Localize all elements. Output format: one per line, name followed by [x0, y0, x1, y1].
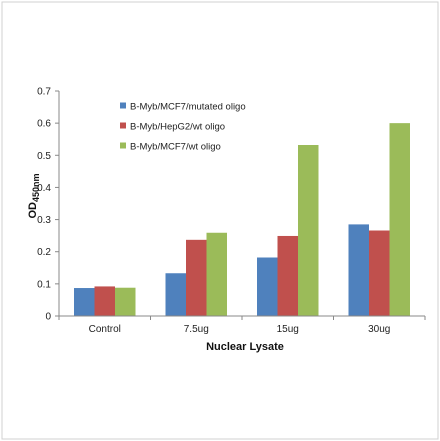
bar: [74, 288, 95, 316]
y-tick-label: 0.5: [37, 151, 51, 162]
bar: [257, 257, 278, 316]
x-axis-title: Nuclear Lysate: [206, 341, 284, 353]
legend-label: B-Myb/MCF7/mutated oligo: [130, 102, 246, 113]
x-tick-label: 30ug: [368, 324, 390, 335]
legend-label: B-Myb/HepG2/wt oligo: [130, 122, 225, 133]
y-tick-label: 0.6: [37, 119, 51, 130]
y-axis-title-subscript: 450nm: [31, 173, 41, 202]
bar: [206, 232, 227, 316]
x-tick-label: 15ug: [277, 324, 299, 335]
legend-swatch: [120, 102, 126, 109]
y-tick-label: 0.7: [37, 87, 51, 98]
bar: [277, 235, 298, 316]
legend-swatch: [120, 122, 126, 129]
x-tick-label: 7.5ug: [184, 324, 209, 335]
y-ticks-group: 0 0.1 0.2 0.3 0.4 0.5 0.6 0.7: [37, 87, 59, 323]
bar: [165, 273, 186, 316]
legend: B-Myb/MCF7/mutated oligo B-Myb/HepG2/wt o…: [120, 102, 246, 153]
bar: [186, 239, 207, 316]
y-tick-label: 0: [45, 312, 51, 323]
y-axis-title-main: OD: [27, 202, 39, 219]
bar: [348, 224, 369, 316]
bar: [369, 230, 390, 316]
bars-group: [74, 123, 410, 317]
legend-swatch: [120, 142, 126, 149]
bar: [94, 286, 115, 316]
bar: [389, 123, 410, 317]
legend-label: B-Myb/MCF7/wt oligo: [130, 142, 221, 153]
y-tick-label: 0.4: [37, 183, 51, 194]
bar: [115, 287, 136, 316]
y-tick-label: 0.3: [37, 215, 51, 226]
x-ticks-group: Control 7.5ug 15ug 30ug: [58, 316, 426, 335]
y-tick-label: 0.2: [37, 247, 51, 258]
x-tick-label: Control: [89, 324, 121, 335]
y-tick-label: 0.1: [37, 279, 51, 290]
y-axis-title: OD450nm: [27, 173, 41, 218]
bar: [298, 145, 319, 316]
